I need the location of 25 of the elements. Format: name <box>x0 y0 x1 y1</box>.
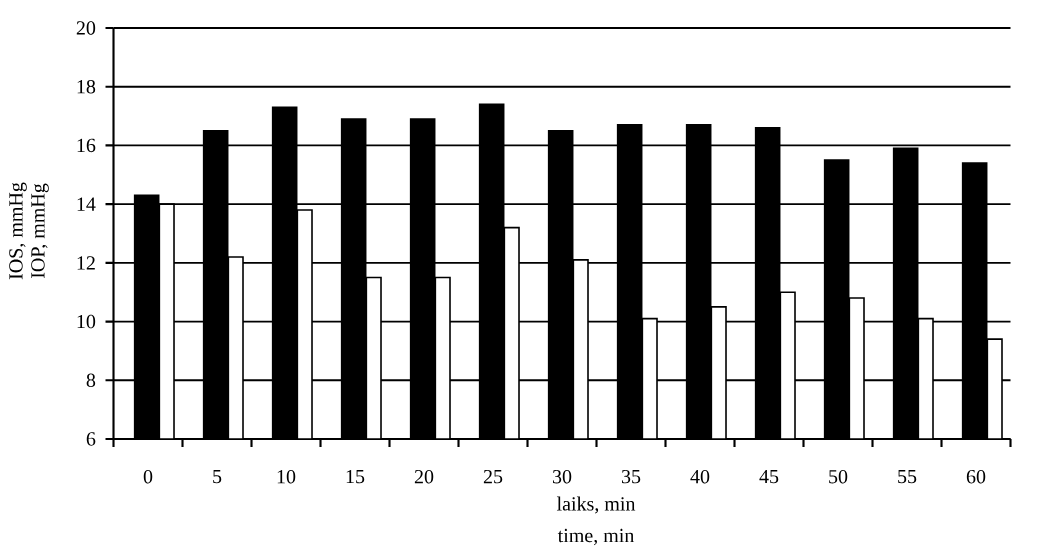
y-tick-label: 6 <box>86 432 96 446</box>
x-tick-label: 15 <box>346 470 365 484</box>
y-tick-label: 10 <box>77 314 96 329</box>
x-tick-label: 40 <box>690 470 710 484</box>
x-tick-label: 25 <box>483 470 503 484</box>
x-tick-label: 0 <box>143 470 153 484</box>
x-tick-label: 10 <box>277 470 296 484</box>
y-axis-title: IOP, mmHg <box>31 183 49 279</box>
text: time, min <box>557 528 635 546</box>
y-tick-label: 18 <box>77 80 96 94</box>
x-tick-label: 50 <box>829 470 848 484</box>
x-tick-label: 35 <box>621 470 641 484</box>
y-tick-label: 14 <box>77 197 96 211</box>
x-tick-label: 60 <box>966 470 986 484</box>
x-tick-label: 20 <box>414 470 434 484</box>
x-tick-label: 45 <box>759 470 779 484</box>
text: IOS, mmHg <box>9 182 27 280</box>
x-tick-label: 30 <box>552 470 572 484</box>
y-tick-label: 16 <box>77 138 96 153</box>
x-axis-title: laiks, min <box>556 496 636 514</box>
y-tick-label: 8 <box>86 373 96 388</box>
x-tick-label: 5 <box>213 470 222 484</box>
x-tick-label: 55 <box>898 470 917 484</box>
y-tick-label: 20 <box>76 21 96 35</box>
y-tick-label: 12 <box>77 256 95 270</box>
